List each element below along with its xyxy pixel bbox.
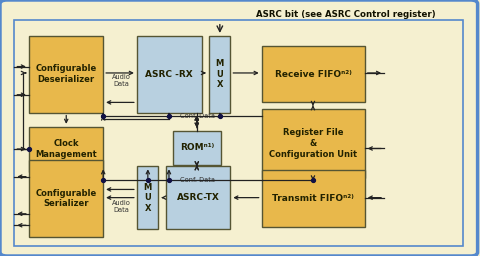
Text: Conf. Data: Conf. Data [180,113,215,120]
Text: Transmit FIFOⁿ²⁾: Transmit FIFOⁿ²⁾ [272,194,354,203]
FancyBboxPatch shape [173,131,221,165]
Text: Conf. Data: Conf. Data [180,177,215,184]
FancyBboxPatch shape [262,109,365,178]
Text: ASRC bit (see ASRC Control register): ASRC bit (see ASRC Control register) [256,9,435,19]
Text: Clock
Management: Clock Management [35,139,97,159]
Text: Audio
Data: Audio Data [112,74,131,87]
Text: M
U
X: M U X [216,59,224,90]
FancyBboxPatch shape [137,36,202,113]
Text: M
U
X: M U X [144,183,152,213]
FancyBboxPatch shape [14,20,463,246]
Text: Register File
&
Configuration Unit: Register File & Configuration Unit [269,128,357,159]
Text: ASRC -RX: ASRC -RX [145,70,193,79]
FancyBboxPatch shape [29,36,103,113]
Text: Receive FIFOⁿ²⁾: Receive FIFOⁿ²⁾ [275,70,352,79]
Text: Configurable
Serializer: Configurable Serializer [36,188,96,208]
FancyBboxPatch shape [29,160,103,237]
FancyBboxPatch shape [262,170,365,227]
Text: ROMⁿ¹⁾: ROMⁿ¹⁾ [180,143,214,152]
FancyBboxPatch shape [137,166,158,229]
FancyBboxPatch shape [166,166,230,229]
Text: Configurable
Deserializer: Configurable Deserializer [36,64,96,84]
FancyBboxPatch shape [29,127,103,172]
Text: ASRC-TX: ASRC-TX [177,193,219,202]
Text: Audio
Data: Audio Data [112,200,131,212]
FancyBboxPatch shape [209,36,230,113]
FancyBboxPatch shape [262,46,365,102]
